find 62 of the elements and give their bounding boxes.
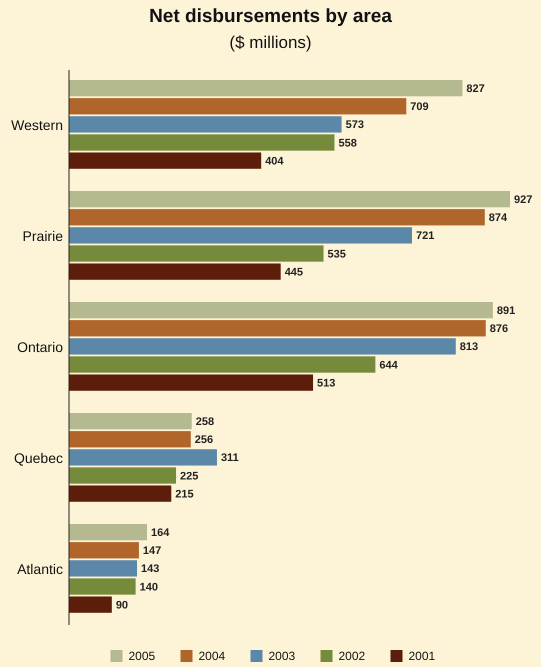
bar [69,227,412,244]
bar [69,134,334,151]
data-label: 927 [514,194,532,206]
data-label: 90 [116,599,128,612]
data-label: 445 [284,266,304,278]
bar [69,263,281,280]
bar [69,578,136,595]
legend-label: 2003 [268,649,296,664]
data-label: 573 [346,119,364,132]
y-tick-label: Prairie [22,228,64,244]
legend-label: 2005 [128,649,156,664]
bar [69,412,192,430]
data-label: 215 [175,488,194,500]
data-label: 874 [488,212,508,224]
bar [69,467,176,484]
data-label: 513 [317,377,336,390]
y-tick-label: Quebec [14,450,63,466]
data-label: 256 [194,434,214,446]
legend-label: 2001 [408,649,436,664]
data-label: 827 [466,82,485,95]
bar [69,80,462,96]
bar [69,98,406,114]
bar [69,542,139,558]
data-label: 891 [496,304,516,317]
data-label: 876 [490,323,508,336]
legend-label: 2004 [198,649,226,664]
data-label: 644 [379,359,399,372]
bar [69,152,262,169]
y-tick-label: Ontario [17,338,64,355]
data-label: 143 [141,563,160,576]
data-label: 225 [180,470,198,482]
bar [69,320,486,336]
data-label: 311 [220,452,239,464]
bar [69,209,485,226]
bar [69,449,217,466]
legend-label: 2002 [338,649,366,664]
data-label: 258 [196,416,214,428]
bar [69,356,376,373]
data-label: 558 [338,137,357,150]
bar [69,560,138,577]
y-tick-label: Western [11,116,63,133]
data-label: 721 [416,230,434,242]
data-label: 404 [265,155,284,168]
chart-title: Net disbursements by area [149,6,392,27]
data-label: 535 [328,248,346,260]
data-label: 147 [142,545,162,558]
bar [69,485,172,502]
bar [69,524,148,540]
bar [69,190,510,208]
bar [69,596,112,613]
data-label: 140 [140,581,158,594]
bar [69,338,456,355]
chart-subtitle: ($ millions) [229,33,312,52]
y-tick-label: Atlantic [17,560,63,577]
bar [69,302,493,318]
bar [69,374,314,391]
data-label: 164 [151,526,170,539]
data-label: 813 [460,341,478,354]
bar [69,116,342,133]
data-label: 709 [410,101,429,114]
bar [69,245,324,262]
bar [69,431,191,448]
